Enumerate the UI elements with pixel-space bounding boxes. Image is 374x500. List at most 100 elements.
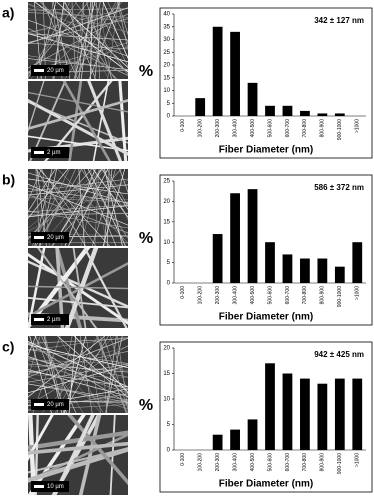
x-tick-label: 800-900 [320, 286, 326, 305]
scale-bar [34, 403, 44, 406]
bar [212, 26, 223, 116]
fiber [28, 7, 128, 45]
x-tick-label: 100-200 [198, 453, 204, 472]
scale-bar-label: 20 µm [47, 402, 64, 408]
scale-bar-box [31, 65, 69, 76]
x-tick-label: >1000 [355, 286, 361, 300]
x-tick-label: 0-100 [180, 453, 186, 466]
scale-bar-label: 10 µm [47, 484, 64, 490]
y-tick-label: 20 [163, 346, 170, 352]
bar [334, 113, 345, 116]
bar [352, 378, 363, 450]
bar [334, 266, 345, 283]
bar [230, 429, 240, 450]
y-tick-label: 5 [167, 260, 171, 266]
y-tick-label: 15 [163, 75, 170, 81]
fiber [68, 81, 83, 161]
x-tick-label: 400-500 [250, 119, 256, 138]
fiber [105, 336, 123, 413]
x-tick-label: 800-900 [320, 119, 326, 138]
fiber [90, 2, 93, 79]
x-tick-label: 600-700 [285, 119, 291, 138]
fiber [28, 336, 106, 398]
fiber [28, 447, 128, 483]
bar [282, 373, 293, 450]
bar [300, 258, 310, 283]
scale-bar-label: 20 µm [47, 235, 64, 241]
fiber [100, 336, 108, 413]
fiber [62, 81, 112, 161]
fiber [28, 195, 128, 200]
y-axis-label: % [139, 397, 153, 414]
x-tick-label: 700-800 [302, 286, 308, 305]
bar [282, 105, 293, 116]
x-axis-label: Fiber Diameter (nm) [219, 145, 313, 156]
y-tick-label: 15 [163, 219, 170, 225]
annotation: 942 ± 425 nm [314, 350, 364, 359]
fiber [28, 98, 128, 131]
fibers [28, 2, 128, 79]
fiber [28, 248, 46, 328]
fiber [67, 2, 109, 79]
bar [230, 31, 240, 117]
fiber [35, 169, 87, 246]
fiber [28, 342, 128, 405]
x-tick-label: 100-200 [198, 286, 204, 305]
y-tick-label: 0 [167, 448, 171, 454]
bar [282, 254, 293, 283]
fiber [28, 261, 128, 318]
scale-bar [34, 318, 44, 321]
bar [317, 383, 328, 450]
fiber [28, 8, 128, 23]
fiber [28, 351, 128, 374]
y-tick-label: 20 [163, 63, 170, 69]
fiber [28, 169, 102, 229]
fiber [28, 337, 128, 378]
y-tick-label: 20 [163, 199, 170, 205]
panel-label: c) [2, 339, 14, 355]
x-tick-label: 0-100 [180, 286, 186, 299]
fiber [28, 383, 128, 401]
fiber [57, 169, 128, 244]
x-tick-label: 500-600 [267, 119, 273, 138]
sem-image: 20 µm [28, 2, 128, 79]
y-tick-label: 10 [163, 240, 170, 246]
fiber [37, 248, 98, 328]
bar [212, 234, 223, 283]
fiber [28, 383, 128, 403]
fiber [28, 370, 128, 388]
bar [195, 98, 206, 116]
fiber [119, 169, 128, 194]
fiber [28, 188, 128, 203]
fiber [35, 336, 101, 413]
x-tick-label: 700-800 [302, 453, 308, 472]
bar [247, 82, 258, 116]
fiber [87, 81, 123, 161]
fiber [28, 285, 128, 290]
bar [317, 113, 328, 116]
scale-bar-box [31, 232, 69, 243]
fiber [28, 338, 128, 344]
x-tick-label: 900-1000 [337, 453, 343, 474]
fiber [28, 380, 128, 407]
x-axis-label: Fiber Diameter (nm) [219, 479, 313, 490]
fiber [28, 344, 128, 369]
fiber [28, 169, 56, 213]
fiber [117, 2, 128, 36]
fiber [28, 43, 128, 50]
scale-bar-box [31, 399, 69, 410]
bar [334, 378, 345, 450]
fiber [92, 81, 110, 161]
y-tick-label: 15 [163, 371, 170, 377]
fiber [73, 336, 128, 394]
bar [247, 419, 258, 450]
fiber [28, 178, 128, 195]
fiber [28, 430, 128, 451]
x-tick-label: 0-100 [180, 119, 186, 132]
fiber [67, 415, 128, 486]
fiber [74, 2, 128, 76]
chart-frame [159, 7, 373, 159]
sem-image: 10 µm [28, 415, 128, 495]
x-tick-label: 400-500 [250, 453, 256, 472]
